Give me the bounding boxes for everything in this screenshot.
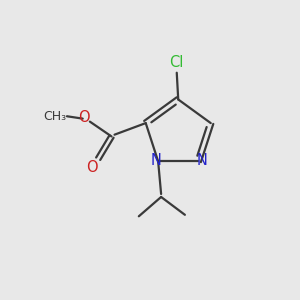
Text: N: N — [150, 153, 161, 168]
Text: CH₃: CH₃ — [44, 110, 67, 123]
Text: O: O — [78, 110, 90, 124]
Text: N: N — [196, 153, 207, 168]
Text: Cl: Cl — [169, 55, 184, 70]
Text: O: O — [86, 160, 98, 175]
